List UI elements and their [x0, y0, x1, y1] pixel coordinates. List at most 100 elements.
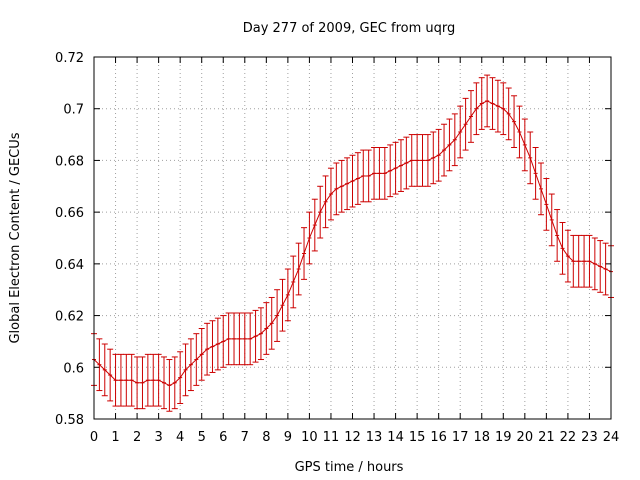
x-tick-label: 11: [323, 430, 340, 445]
error-bar: [279, 278, 286, 332]
error-bar: [241, 312, 248, 366]
error-bar: [360, 149, 367, 203]
error-bar: [354, 152, 361, 205]
error-bar: [435, 128, 442, 182]
error-bar: [467, 90, 474, 143]
x-tick-label: 15: [409, 430, 426, 445]
error-bar: [236, 312, 243, 366]
x-tick-label: 24: [603, 430, 620, 445]
error-bar: [123, 353, 130, 407]
error-bar: [516, 105, 523, 159]
x-tick-label: 18: [473, 430, 490, 445]
error-bar: [381, 147, 388, 200]
error-bar: [397, 139, 404, 192]
error-bar: [311, 198, 318, 252]
error-bar: [338, 159, 345, 213]
error-bar: [187, 338, 194, 392]
error-bar: [521, 118, 528, 172]
error-bar: [257, 307, 264, 361]
x-tick-label: 20: [517, 430, 534, 445]
error-bar: [451, 113, 458, 167]
error-bar: [161, 356, 168, 410]
error-bar: [602, 242, 609, 296]
x-tick-label: 19: [495, 430, 512, 445]
error-bar: [247, 312, 254, 366]
error-bar: [511, 95, 518, 148]
error-bar: [500, 82, 507, 136]
error-bar: [322, 175, 329, 229]
error-bar: [220, 315, 227, 368]
error-bar: [327, 167, 334, 221]
error-bar: [150, 353, 157, 407]
x-tick-label: 14: [387, 430, 404, 445]
error-bar: [301, 227, 308, 280]
error-bar: [128, 353, 135, 407]
error-bar: [306, 211, 313, 265]
x-tick-label: 9: [284, 430, 292, 445]
y-tick-label: 0.72: [55, 51, 84, 66]
error-bar: [548, 193, 555, 247]
error-bar: [581, 234, 588, 288]
error-bar: [274, 289, 281, 342]
error-bar: [564, 229, 571, 283]
series-gec: [91, 74, 614, 412]
error-bar: [543, 178, 550, 231]
error-bar: [575, 234, 582, 288]
error-bar: [134, 356, 141, 410]
x-axis-label: GPS time / hours: [295, 460, 404, 475]
y-tick-label: 0.7: [63, 103, 84, 118]
error-bar: [177, 351, 184, 404]
error-bar: [505, 87, 512, 141]
error-bar: [419, 134, 426, 187]
x-tick-label: 2: [133, 430, 141, 445]
error-bar: [139, 356, 146, 410]
error-bar: [457, 105, 464, 159]
error-bar: [403, 136, 410, 190]
y-tick-label: 0.64: [55, 258, 84, 273]
error-bar: [204, 322, 211, 376]
error-bar: [268, 296, 275, 350]
error-bar: [414, 134, 421, 187]
error-bar: [166, 359, 173, 412]
x-tick-label: 4: [176, 430, 184, 445]
error-bar: [96, 338, 103, 392]
error-bar: [214, 317, 221, 371]
y-tick-label: 0.66: [55, 206, 84, 221]
x-tick-label: 13: [366, 430, 383, 445]
error-bar: [117, 353, 124, 407]
error-bar: [365, 149, 372, 203]
x-tick-label: 21: [538, 430, 555, 445]
error-bar: [112, 353, 119, 407]
x-tick-label: 12: [344, 430, 361, 445]
x-tick-label: 10: [301, 430, 318, 445]
error-bar: [586, 234, 593, 288]
error-bar: [290, 255, 297, 309]
error-bar: [424, 134, 431, 187]
x-tick-label: 23: [581, 430, 598, 445]
grid-lines: [94, 57, 611, 419]
error-bar: [209, 320, 216, 373]
error-bar: [408, 134, 415, 187]
error-bar: [144, 353, 151, 407]
error-bar: [231, 312, 238, 366]
x-tick-label: 7: [241, 430, 249, 445]
error-bar: [263, 302, 270, 355]
error-bar: [484, 74, 491, 128]
error-bar: [155, 353, 162, 407]
error-bar: [344, 157, 351, 211]
error-bar: [430, 131, 437, 185]
error-bar: [597, 240, 604, 293]
error-bar: [441, 123, 448, 177]
error-bar: [171, 356, 178, 410]
plot-frame: [93, 56, 612, 420]
error-bar: [225, 312, 232, 366]
error-bar: [376, 147, 383, 200]
error-bar: [527, 131, 534, 185]
y-tick-label: 0.62: [55, 310, 84, 325]
chart-title: Day 277 of 2009, GEC from uqrg: [243, 21, 456, 36]
error-bar: [478, 77, 485, 130]
error-bar: [392, 141, 399, 195]
error-bar: [333, 162, 340, 216]
x-tick-label: 1: [111, 430, 119, 445]
